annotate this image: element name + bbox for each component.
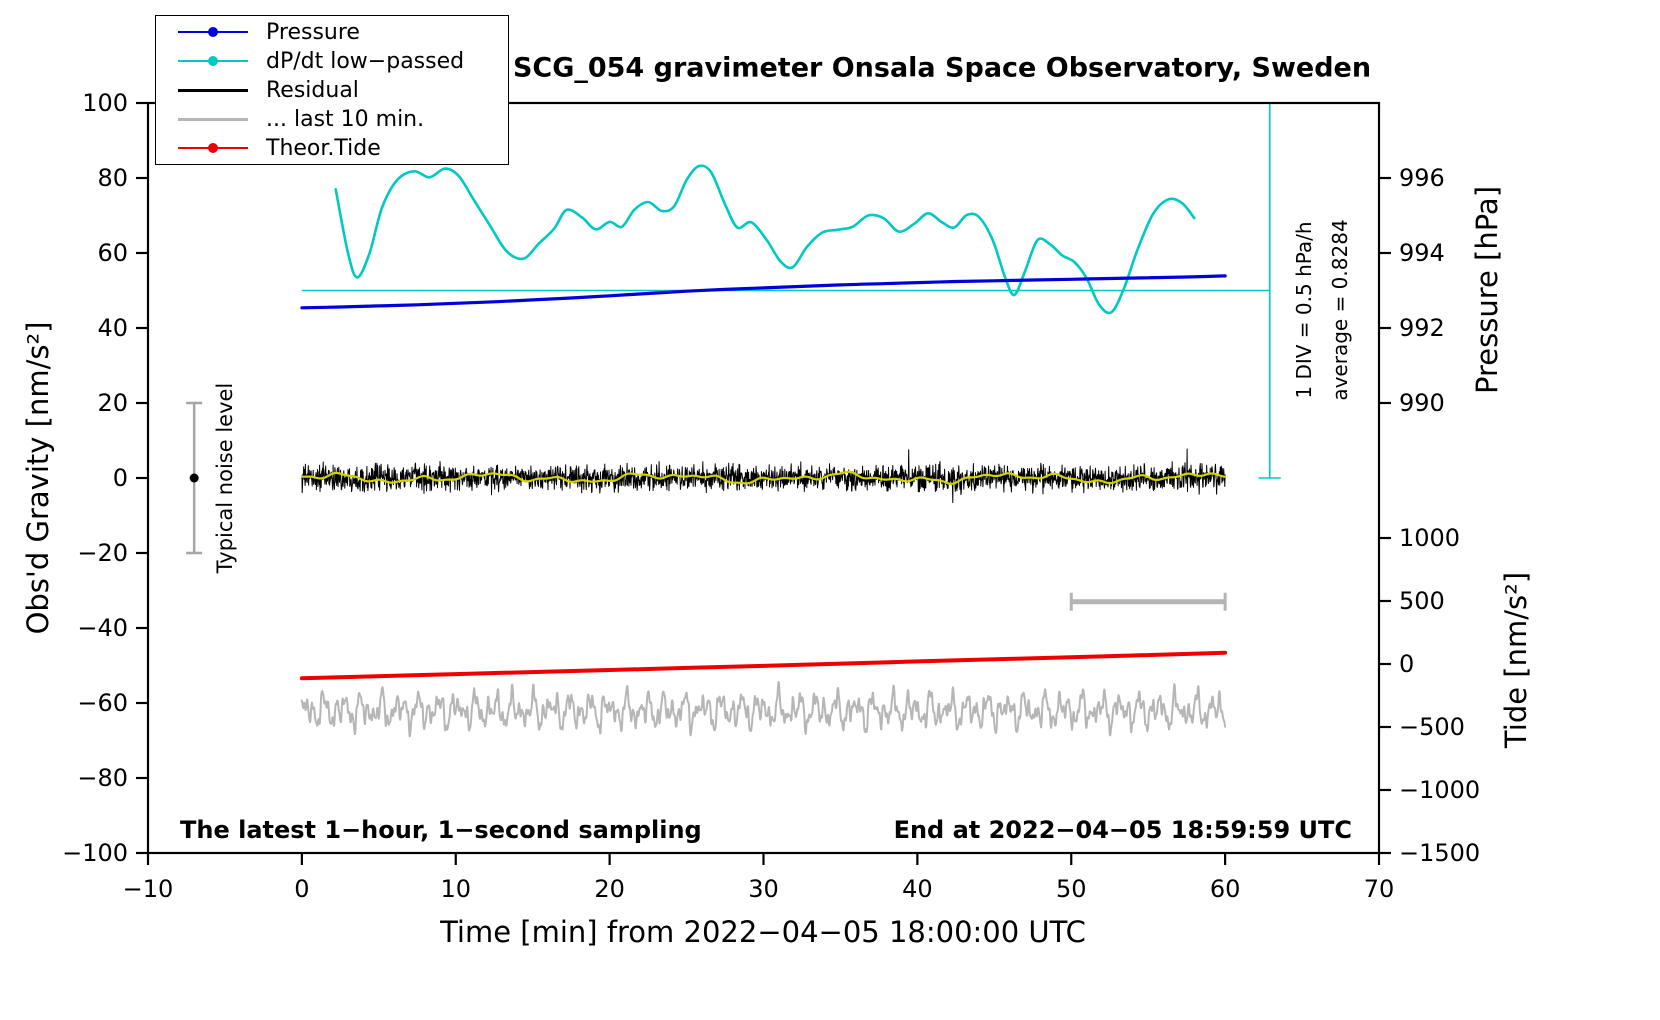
legend-item-dpdt-low-passed: dP/dt low−passed (156, 48, 508, 74)
typical-noise-level-label: Typical noise level (213, 382, 237, 574)
svg-text:992: 992 (1399, 314, 1445, 342)
svg-text:20: 20 (97, 389, 128, 417)
svg-text:40: 40 (97, 314, 128, 342)
svg-text:50: 50 (1056, 875, 1087, 903)
svg-text:100: 100 (82, 89, 128, 117)
theor-tide-line-sample (178, 143, 248, 153)
scale-bar-10min (1069, 592, 1227, 611)
svg-text:−20: −20 (77, 539, 128, 567)
y-axis-label-pressure: Pressure [hPa] (1470, 185, 1504, 395)
noise-level-errorbar (186, 401, 203, 555)
series-last-10-min (300, 680, 1227, 738)
y-axis-label-tide: Tide [nm/s²] (1499, 571, 1533, 749)
svg-text:30: 30 (748, 875, 779, 903)
last-10-min-line-sample (178, 117, 248, 121)
legend-item-residual: Residual (156, 77, 508, 103)
dpdt-low-passed-line-sample (178, 56, 248, 66)
legend: Pressure dP/dt low−passed Residual ... last… (155, 15, 509, 165)
legend-item-last-10-min: ... last 10 min. (156, 106, 508, 132)
svg-text:80: 80 (97, 164, 128, 192)
svg-text:−10: −10 (123, 875, 174, 903)
svg-text:1000: 1000 (1399, 524, 1460, 552)
time-axis-ticks: −10 0 10 20 30 40 50 60 70 (123, 853, 1395, 903)
svg-text:990: 990 (1399, 389, 1445, 417)
svg-text:0: 0 (113, 464, 128, 492)
svg-text:0: 0 (294, 875, 309, 903)
svg-text:60: 60 (97, 239, 128, 267)
svg-text:40: 40 (902, 875, 933, 903)
dpdt-low-passed-marker-dot (208, 56, 218, 66)
residual-line-sample (178, 88, 248, 92)
pressure-line-sample (178, 27, 248, 37)
svg-text:20: 20 (594, 875, 625, 903)
x-axis-label: Time [min] from 2022−04−05 18:00:00 UTC (440, 915, 1086, 949)
svg-text:−100: −100 (62, 839, 128, 867)
svg-text:70: 70 (1364, 875, 1395, 903)
series-dpdt-low-passed (334, 164, 1196, 315)
svg-text:994: 994 (1399, 239, 1445, 267)
div-scale-annotation: 1 DIV = 0.5 hPa/h (1292, 221, 1316, 399)
legend-label: ... last 10 min. (266, 106, 425, 132)
series-residual-lowpass (300, 470, 1227, 485)
chart-title: SCG_054 gravimeter Onsala Space Observat… (512, 52, 1372, 84)
svg-text:500: 500 (1399, 587, 1445, 615)
theor-tide-marker-dot (208, 143, 218, 153)
legend-item-pressure: Pressure (156, 19, 508, 45)
end-time-text: End at 2022−04−05 18:59:59 UTC (893, 816, 1352, 844)
svg-text:−60: −60 (77, 689, 128, 717)
average-annotation: average = 0.8284 (1328, 219, 1352, 401)
sampling-info-text: The latest 1−hour, 1−second sampling (180, 816, 702, 844)
legend-label: Pressure (266, 19, 360, 45)
svg-text:0: 0 (1399, 650, 1414, 678)
legend-label: Theor.Tide (266, 135, 381, 161)
svg-text:−1500: −1500 (1399, 839, 1480, 867)
pressure-marker-dot (208, 27, 218, 37)
series-pressure (300, 274, 1227, 310)
svg-text:10: 10 (440, 875, 471, 903)
series-residual (301, 448, 1226, 504)
legend-item-theor-tide: Theor.Tide (156, 135, 508, 161)
y-axis-label-gravity: Obs'd Gravity [nm/s²] (21, 321, 55, 635)
svg-text:−40: −40 (77, 614, 128, 642)
svg-text:−1000: −1000 (1399, 776, 1480, 804)
gravity-axis-ticks: −100 −80 −60 −40 −20 0 20 40 60 80 100 (62, 89, 148, 867)
svg-text:−80: −80 (77, 764, 128, 792)
series-theor-tide (299, 650, 1228, 681)
legend-label: Residual (266, 77, 359, 103)
svg-text:60: 60 (1210, 875, 1241, 903)
tide-axis-ticks: 1000 500 0 −500 −1000 −1500 (1379, 524, 1480, 867)
svg-text:996: 996 (1399, 164, 1445, 192)
pressure-axis-ticks: 996 994 992 990 (1379, 164, 1445, 417)
legend-label: dP/dt low−passed (266, 48, 465, 74)
svg-text:−500: −500 (1399, 713, 1465, 741)
